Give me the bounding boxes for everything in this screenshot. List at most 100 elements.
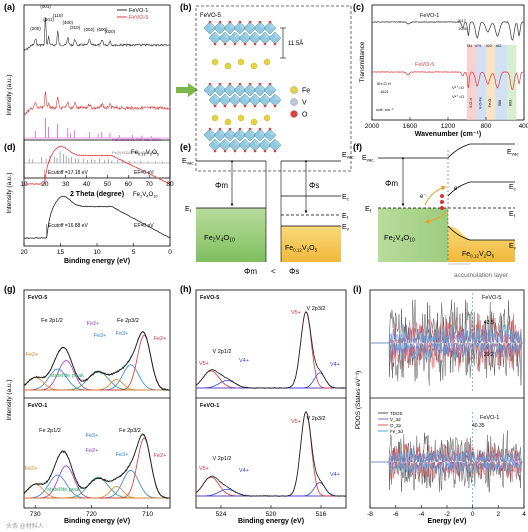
vo-octa-0-1-b-face — [225, 32, 231, 38]
i1-up-2 — [370, 313, 524, 344]
f-left-material: Fe2V4O10 — [384, 233, 415, 244]
e-compare-left: Φm — [244, 267, 257, 276]
o-atom-0-4 — [248, 20, 252, 24]
vo-octa-1-3-a-face — [240, 84, 246, 90]
fe-atom-1-1 — [224, 118, 232, 126]
panel-c-series1: FeVO-1 — [420, 13, 439, 19]
o-atom-2-6 — [268, 127, 272, 131]
i-ann-1: 42.5 — [484, 320, 494, 326]
d-ticklabel-0: 20 — [20, 249, 28, 256]
a-ticklabel-5: 60 — [125, 181, 133, 188]
g1-label-1: Fe 2p3/2 — [117, 318, 139, 324]
d-cutoff2: Ecutoff =16.88 eV — [48, 223, 88, 229]
legend-fevo1: FeVO-1 — [129, 8, 148, 14]
o-atom2-1-5 — [263, 104, 267, 108]
o-atom-0-0 — [208, 20, 212, 24]
g1-fit — [23, 331, 170, 391]
ftir-line-fevo5 — [371, 71, 525, 91]
panel-d-xlabel: Binding energy (eV) — [64, 258, 130, 265]
wavenumber-1: 679 — [475, 44, 481, 48]
h2-label-2: V 2p1/2 — [213, 456, 232, 462]
band-label-1: V-O-Fe — [478, 97, 482, 109]
panel-d-xticks: 20 15 10 5 0 — [20, 243, 172, 256]
f-metal-block — [378, 208, 448, 262]
panel-g-ylabel: Intensity (a.u.) — [6, 379, 13, 420]
vo-octa-2-0-a-face — [210, 129, 216, 135]
g1-label-5: Fe2+ — [154, 336, 167, 342]
f-charge-1 — [440, 206, 444, 210]
i-sub1-name: FeVO-5 — [482, 295, 501, 301]
c-ticklabel-0: 2000 — [365, 123, 380, 130]
panel-b-label: (b) — [180, 2, 192, 12]
o-atom2-2-4 — [253, 149, 257, 153]
o-atom-0-3 — [238, 20, 242, 24]
legend-atom-o — [290, 110, 298, 118]
wavenumber-3: 452 — [496, 44, 502, 48]
o-atom-0-6 — [268, 20, 272, 24]
d-series1-name: Fe0.12V2O5 — [131, 150, 160, 157]
g2-label-7: statellite peak — [47, 487, 81, 493]
g2-label-1: Fe 2p3/2 — [119, 428, 141, 434]
panel-c-xlabel: Wavenumber (cm⁻¹) — [415, 131, 481, 138]
h-ticklabel-2: 516 — [316, 511, 327, 518]
ups-line-fe2v4 — [24, 195, 171, 239]
ftir-band-3 — [495, 45, 507, 120]
panel-g-xticks: 730 720 710 — [30, 505, 153, 518]
o-atom2-2-0 — [213, 149, 217, 153]
panel-g-peak-labels: Fe 2p1/2 Fe 2p3/2 Fe2+ Fe3+ Fe3+ Fe2+ Fe2+ stat… — [25, 318, 167, 493]
legend-atom-label-fe: Fe — [302, 88, 310, 95]
o-atom2-0-5 — [263, 42, 267, 46]
ftir-band-4 — [506, 45, 517, 120]
panel-c-band-labels: V-O-V V-O-Fe Fe-O 986 893 781 679 523 452 — [466, 44, 512, 109]
e-ev-label: Ev — [342, 224, 350, 232]
legend-atom-fe — [290, 86, 298, 94]
panel-g-xlabel: Binding energy (eV) — [64, 518, 130, 525]
ftir-band-2 — [486, 45, 496, 120]
vo-octa-0-0-a-face — [210, 22, 216, 28]
g1-label-2: Fe2+ — [87, 321, 100, 327]
ups-line-fe012 — [23, 145, 171, 185]
f-electron-arrow-1 — [424, 185, 447, 206]
peak-label-5: (310) — [70, 25, 81, 30]
vo-octa-1-4-b-face — [255, 94, 261, 100]
g1-comp-4 — [24, 364, 170, 391]
g2-label-5: Fe2+ — [25, 466, 38, 472]
o-atom2-0-6 — [273, 42, 277, 46]
panel-h-peak-labels: V 2p3/2 V5+ V 2p1/2 V5+ V4+ V4+ V 2p3/2 V5+ V 2p… — [199, 306, 340, 478]
e-compare-op: < — [271, 267, 276, 276]
i2-down-0 — [370, 461, 524, 493]
o-atom2-0-3 — [243, 42, 247, 46]
h1-label-4: V4+ — [239, 358, 249, 364]
g2-fit — [23, 433, 171, 499]
e-ec-label: Ec — [342, 194, 350, 202]
legend-atom-label-o: O — [302, 112, 308, 119]
o-atom-2-2 — [228, 127, 232, 131]
panel-g-plot — [23, 330, 171, 500]
vo-octa-0-2-a-face — [230, 22, 236, 28]
c-ann-1045: 1045 — [458, 26, 468, 31]
vo-octa-0-6-a-face — [270, 22, 276, 28]
i2-up-3 — [370, 447, 524, 463]
f-phi-m: Φm — [385, 179, 398, 188]
i-legend-label-0: TDOS — [390, 411, 403, 416]
vo-octa-2-5-a-face — [260, 129, 266, 135]
vo-octa-1-3-b-face — [245, 94, 251, 100]
panel-i-xticks: -8 -6 -4 -2 0 2 4 — [367, 505, 526, 518]
vo-octa-1-1-b-face — [225, 94, 231, 100]
vo-octa-1-0-a-face — [210, 84, 216, 90]
o-atom2-1-0 — [213, 104, 217, 108]
e-compare-right: Φs — [289, 267, 299, 276]
vo-octa-2-4-a-face — [250, 129, 256, 135]
peak-label-4: (400) — [63, 20, 74, 25]
h1-label-0: V 2p3/2 — [307, 306, 326, 312]
i2-up-1 — [370, 450, 524, 463]
panel-c-xticks: 2000 1600 1200 800 400 — [365, 117, 528, 130]
panel-i-ylabel: PDOS (States·eV⁻¹) — [355, 371, 362, 430]
vo-octa-2-5-b-face — [265, 139, 271, 145]
vo-octa-1-6-a-face — [270, 84, 276, 90]
crystal-structure — [203, 20, 282, 153]
e-metal-block — [196, 208, 266, 262]
legend-fevo5: FeVO-5 — [129, 15, 148, 21]
h1-comp-1 — [196, 380, 346, 389]
